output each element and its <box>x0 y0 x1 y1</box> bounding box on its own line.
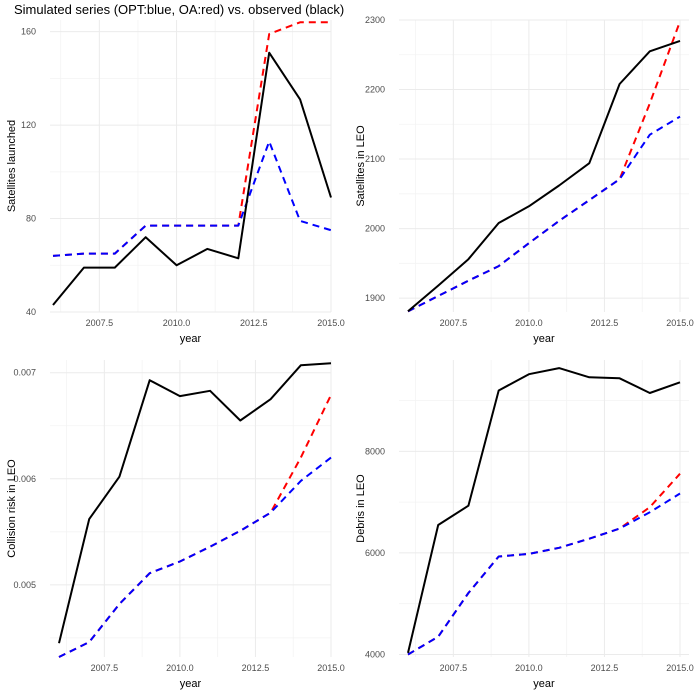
y-tick-label: 120 <box>21 120 36 130</box>
observed-series-line <box>407 367 681 654</box>
observed-series-line <box>58 362 332 644</box>
panel-3: 2007.5 2010.0 2012.5 2015.0 0.005 0.006 0.007 y… <box>6 360 345 690</box>
y-axis-label: Satellites in LEO <box>355 125 367 207</box>
panel-2: 2007.5 2010.0 2012.5 2015.0 1900 2000 2100 2200… <box>355 15 694 345</box>
opt-series-line <box>58 456 332 658</box>
y-tick-label: 80 <box>26 214 36 224</box>
x-tick-label: 2010.0 <box>163 318 191 328</box>
x-tick-label: 2010.0 <box>515 663 543 673</box>
y-tick-label: 0.005 <box>13 580 36 590</box>
x-tick-label: 2015.0 <box>317 663 345 673</box>
panel-1: 2007.5 2010.0 2012.5 2015.0 40 80 120 160 year Sa… <box>6 20 345 345</box>
x-axis-label: year <box>180 333 202 345</box>
x-tick-label: 2015.0 <box>666 318 694 328</box>
x-tick-label: 2015.0 <box>666 663 694 673</box>
x-tick-label: 2012.5 <box>591 318 619 328</box>
y-tick-label: 1900 <box>365 293 385 303</box>
x-axis-label: year <box>533 678 555 690</box>
x-tick-label: 2007.5 <box>440 318 468 328</box>
x-tick-label: 2007.5 <box>91 663 119 673</box>
x-tick-label: 2007.5 <box>440 663 468 673</box>
observed-series-line <box>407 39 681 313</box>
x-tick-label: 2010.0 <box>515 318 543 328</box>
panel-4: 2007.5 2010.0 2012.5 2015.0 4000 6000 8000 year… <box>355 360 694 690</box>
y-tick-label: 2100 <box>365 154 385 164</box>
x-axis-label: year <box>180 678 202 690</box>
y-tick-label: 0.007 <box>13 368 36 378</box>
x-tick-label: 2012.5 <box>240 318 268 328</box>
oa-series-line <box>407 473 681 656</box>
y-axis-label: Collision risk in LEO <box>6 459 18 558</box>
x-tick-label: 2012.5 <box>242 663 270 673</box>
opt-series-line <box>407 492 681 656</box>
y-tick-label: 0.006 <box>13 474 36 484</box>
oa-series-line <box>52 21 331 257</box>
y-axis-label: Satellites launched <box>6 120 18 212</box>
observed-series-line <box>52 51 332 306</box>
y-tick-label: 2200 <box>365 85 385 95</box>
y-tick-label: 160 <box>21 27 36 37</box>
y-tick-label: 2000 <box>365 224 385 234</box>
x-tick-label: 2010.0 <box>166 663 194 673</box>
y-tick-label: 6000 <box>365 548 385 558</box>
oa-series-line <box>407 21 681 313</box>
figure-title: Simulated series (OPT:blue, OA:red) vs. … <box>14 2 345 17</box>
y-tick-label: 2300 <box>365 15 385 25</box>
y-tick-label: 8000 <box>365 446 385 456</box>
x-tick-label: 2007.5 <box>86 318 114 328</box>
y-tick-label: 4000 <box>365 649 385 659</box>
x-tick-label: 2015.0 <box>317 318 345 328</box>
x-tick-label: 2012.5 <box>591 663 619 673</box>
opt-series-line <box>407 115 681 313</box>
opt-series-line <box>52 140 332 257</box>
y-axis-label: Debris in LEO <box>355 474 367 543</box>
y-tick-label: 40 <box>26 307 36 317</box>
oa-series-line <box>58 394 332 658</box>
x-axis-label: year <box>533 333 555 345</box>
